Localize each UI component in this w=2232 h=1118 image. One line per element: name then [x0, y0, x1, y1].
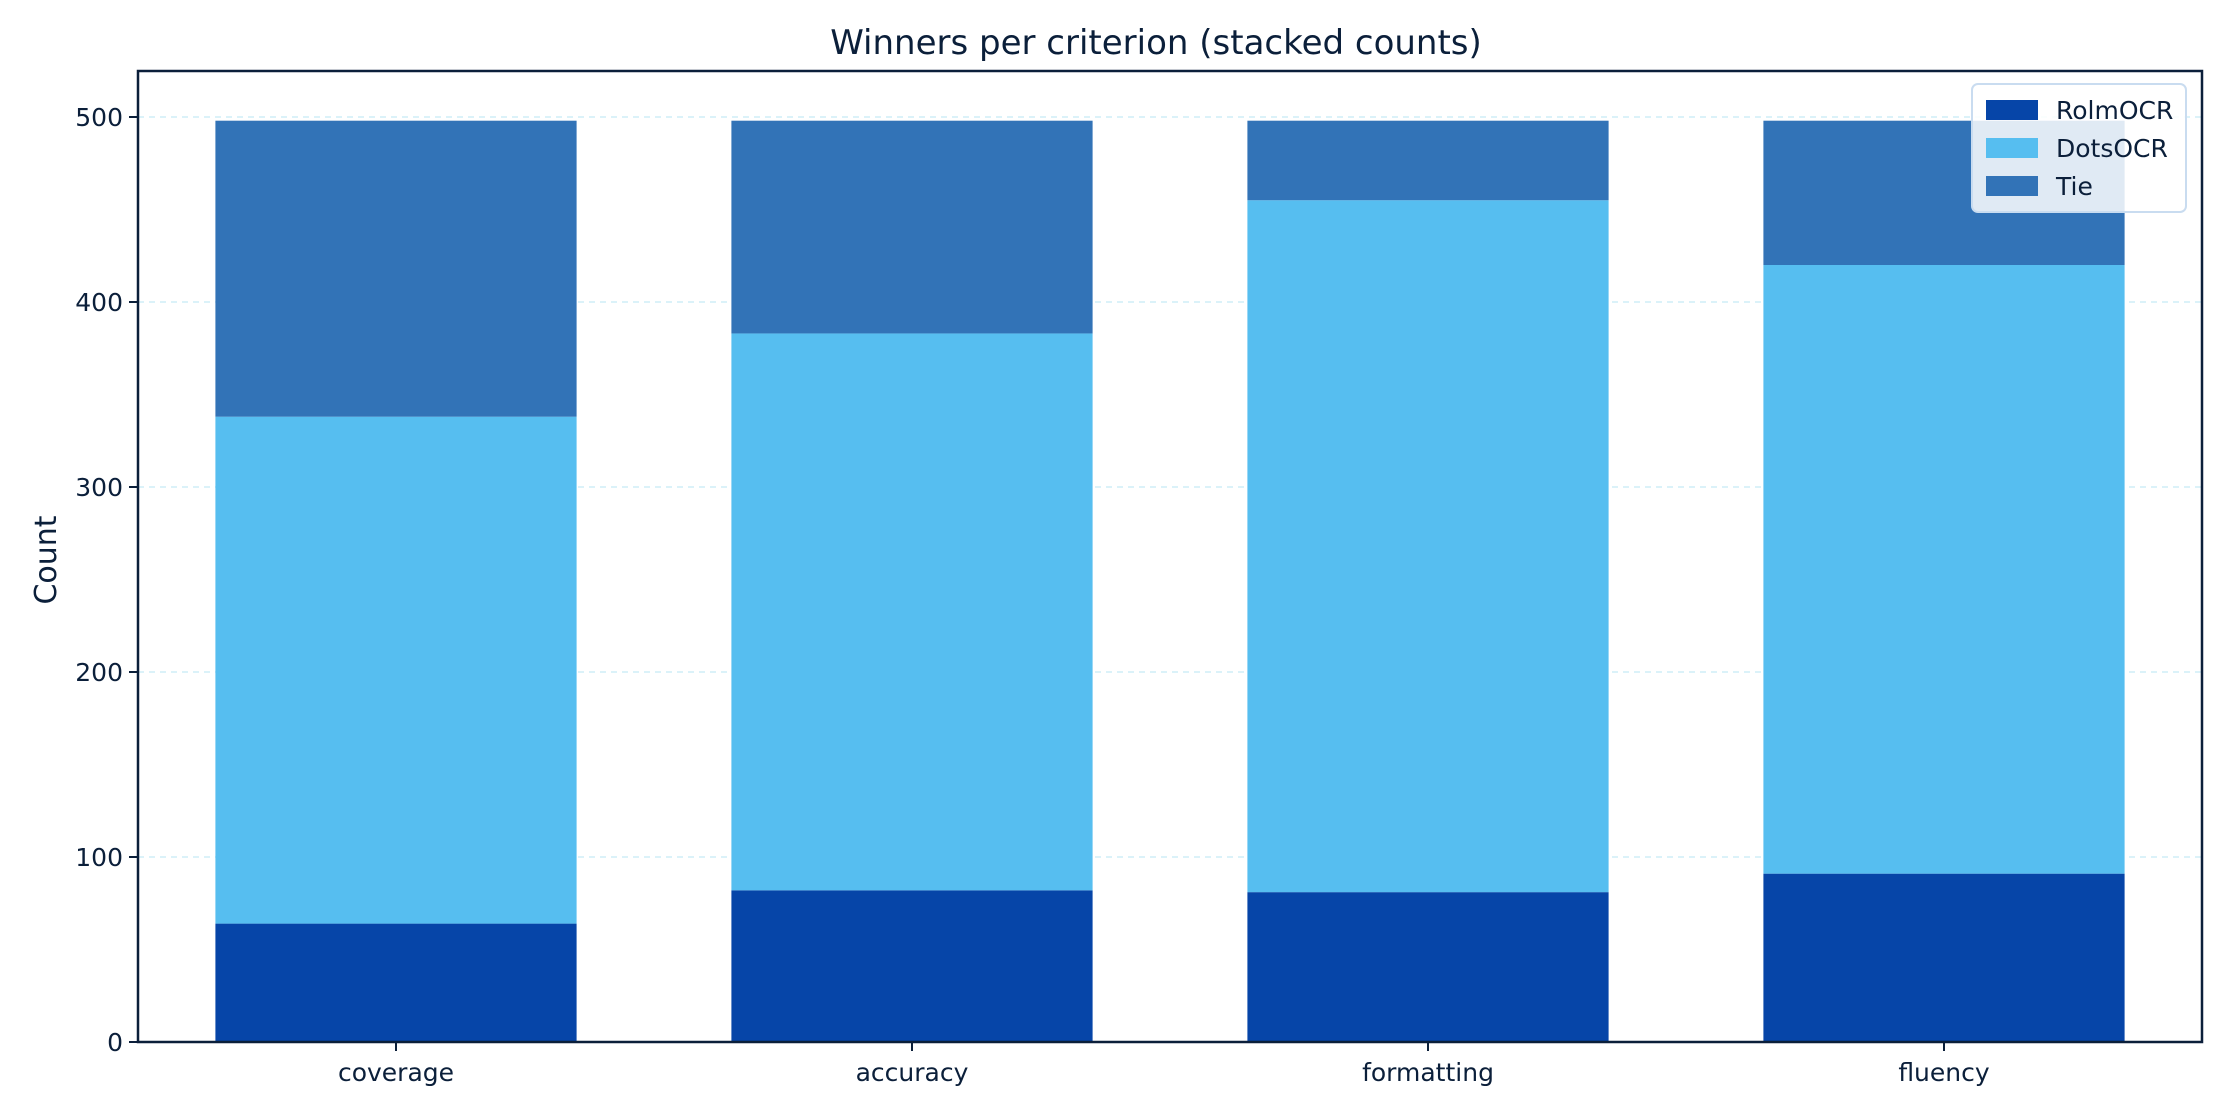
y-axis-label: Count — [29, 515, 64, 604]
legend-swatch-rolmocr — [1986, 100, 2038, 120]
y-tick-label: 200 — [75, 658, 123, 687]
bars — [215, 120, 2125, 1042]
legend-label-tie: Tie — [2055, 172, 2093, 201]
bar-tie-formatting — [1247, 120, 1609, 201]
chart-title: Winners per criterion (stacked counts) — [830, 23, 1482, 63]
bar-rolmocr-formatting — [1247, 892, 1609, 1042]
y-tick-label: 500 — [75, 103, 123, 132]
bar-dotsocr-accuracy — [731, 333, 1093, 891]
y-tick-label: 100 — [75, 843, 123, 872]
bar-rolmocr-fluency — [1763, 873, 2125, 1042]
plot-frame — [136, 69, 2204, 1044]
y-tick-label: 0 — [107, 1028, 123, 1057]
axes: 0 100 200 300 400 500 coverage accuracy formatti… — [75, 69, 2204, 1087]
bar-tie-accuracy — [731, 120, 1093, 334]
legend-swatch-dotsocr — [1986, 138, 2038, 158]
x-tick-label: accuracy — [856, 1058, 969, 1087]
legend-swatch-tie — [1986, 176, 2038, 196]
y-tick-label: 300 — [75, 473, 123, 502]
x-tick-label: formatting — [1362, 1058, 1494, 1087]
y-tick-label: 400 — [75, 288, 123, 317]
bar-tie-coverage — [215, 120, 577, 417]
legend: RolmOCR DotsOCR Tie — [1971, 83, 2187, 213]
legend-label-dotsocr: DotsOCR — [2056, 134, 2168, 163]
bar-dotsocr-fluency — [1763, 265, 2125, 874]
x-tick-label: fluency — [1898, 1058, 1990, 1087]
bar-rolmocr-coverage — [215, 923, 577, 1042]
legend-label-rolmocr: RolmOCR — [2056, 96, 2173, 125]
bar-rolmocr-accuracy — [731, 890, 1093, 1042]
bar-dotsocr-coverage — [215, 416, 577, 924]
bar-dotsocr-formatting — [1247, 200, 1609, 893]
x-tick-label: coverage — [338, 1058, 454, 1087]
